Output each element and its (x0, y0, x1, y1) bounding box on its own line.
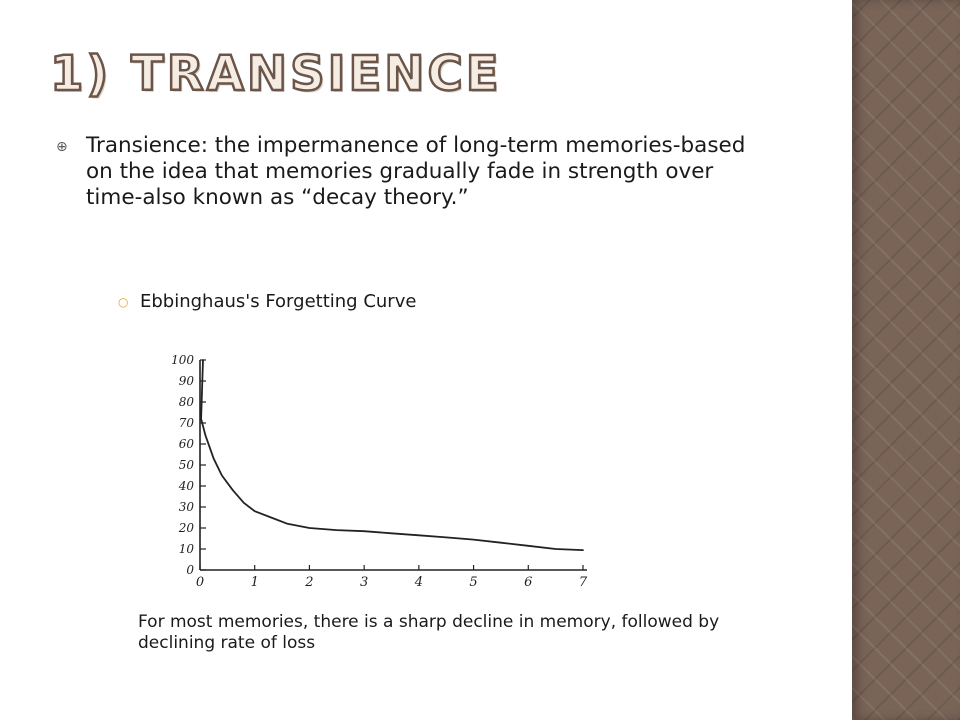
forgetting-curve-line (200, 359, 584, 551)
y-tick-label: 80 (179, 395, 195, 409)
forgetting-curve-chart: 0 10 20 30 40 50 60 70 80 90 100 0 1 2 3 4 5 6 7 (171, 353, 588, 590)
x-tick-label: 0 (196, 575, 204, 590)
main-bullet: ⊕ Transience: the impermanence of long-t… (56, 133, 796, 211)
y-tick-label: 70 (179, 416, 195, 430)
main-bullet-text: Transience: the impermanence of long-ter… (86, 133, 746, 210)
y-tick-label: 100 (171, 353, 194, 367)
y-tick-label: 90 (179, 374, 195, 388)
chart-ticks: 0 10 20 30 40 50 60 70 80 90 100 0 1 2 3 4 5 6 7 (171, 353, 588, 590)
y-tick-label: 40 (178, 479, 195, 493)
chart-axes (199, 360, 587, 571)
y-tick-label: 30 (179, 500, 195, 514)
y-tick-label: 10 (179, 542, 195, 556)
chart-series (200, 359, 584, 551)
x-tick-label: 7 (579, 575, 588, 590)
y-tick-label: 20 (178, 521, 195, 535)
x-tick-label: 6 (524, 575, 532, 590)
circle-bullet-icon: ○ (118, 294, 129, 309)
decorative-side-panel (852, 0, 960, 720)
y-tick-label: 60 (179, 437, 195, 451)
sub-bullet-text: Ebbinghaus's Forgetting Curve (140, 291, 417, 312)
x-tick-label: 5 (469, 575, 477, 590)
y-tick-label: 50 (179, 458, 195, 472)
chart-caption: For most memories, there is a sharp decl… (138, 612, 720, 653)
x-tick-label: 1 (251, 575, 259, 590)
slide-title: 1) Transience (49, 46, 502, 102)
sub-bullet: ○ Ebbinghaus's Forgetting Curve (118, 291, 416, 312)
x-tick-label: 3 (360, 575, 368, 590)
y-tick-label: 0 (186, 563, 194, 577)
x-tick-label: 2 (304, 575, 313, 590)
circled-plus-bullet-icon: ⊕ (56, 139, 68, 155)
x-tick-label: 4 (414, 575, 423, 590)
